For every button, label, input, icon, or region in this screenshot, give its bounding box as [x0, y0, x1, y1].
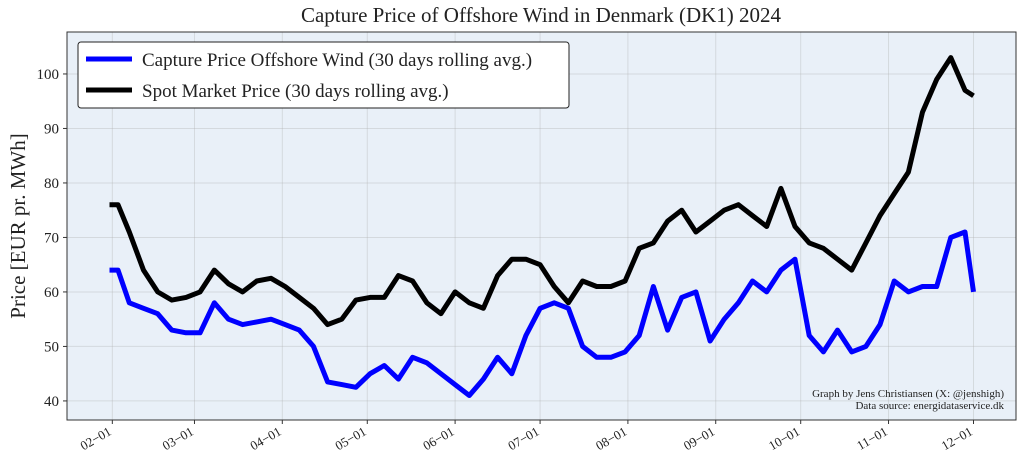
legend-label: Capture Price Offshore Wind (30 days rol… — [142, 50, 532, 71]
legend-label: Spot Market Price (30 days rolling avg.) — [142, 81, 449, 102]
x-tick-label: 03−01 — [160, 424, 196, 454]
x-tick-label: 02−01 — [77, 424, 113, 454]
y-axis-label: Price [EUR pr. MWh] — [6, 133, 30, 318]
x-tick-label: 05−01 — [332, 424, 368, 454]
x-tick-label: 04−01 — [247, 424, 283, 454]
x-tick-label: 06−01 — [420, 424, 456, 454]
y-tick-label: 40 — [44, 394, 59, 410]
x-tick-label: 09−01 — [681, 424, 717, 454]
x-tick-label: 07−01 — [505, 424, 541, 454]
plot-frame — [66, 31, 1017, 421]
annotation: Graph by Jens Christiansen (X: @jenshigh… — [812, 388, 1004, 400]
y-tick-label: 100 — [37, 67, 60, 83]
y-tick-label: 60 — [44, 285, 59, 301]
y-tick-label: 90 — [44, 121, 59, 137]
x-tick-label: 12−01 — [939, 424, 975, 454]
series-line — [109, 55, 975, 328]
legend-box — [77, 41, 570, 109]
chart-title: Capture Price of Offshore Wind in Denmar… — [301, 3, 782, 27]
y-tick-label: 50 — [44, 339, 59, 355]
x-tick-label: 08−01 — [593, 424, 629, 454]
legend: Capture Price Offshore Wind (30 days rol… — [77, 41, 570, 109]
x-tick-label: 10−01 — [766, 424, 802, 454]
y-tick-label: 80 — [44, 176, 59, 192]
series-line — [109, 229, 976, 398]
y-tick-label: 70 — [44, 230, 59, 246]
x-tick-label: 11−01 — [854, 424, 890, 453]
annotation: Data source: energidataservice.dk — [855, 400, 1004, 412]
